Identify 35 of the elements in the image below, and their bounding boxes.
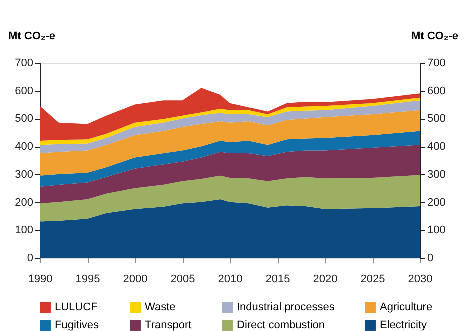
y-tick-label: 400 [15,141,34,154]
y2-tick-label: 600 [428,85,446,98]
y2-tick-label: 300 [428,168,446,181]
y2-tick-label: 400 [428,141,446,154]
x-tick-label: 1990 [28,274,53,286]
legend-label: Direct combustion [237,320,326,331]
y2-tick-label: 500 [428,113,446,126]
y-tick-label: 700 [15,58,34,70]
legend-label: Waste [145,302,176,314]
legend-label: Industrial processes [237,302,336,314]
x-tick-label: 2000 [123,274,148,286]
legend-label: LULUCF [55,302,98,314]
legend-label: Transport [145,320,192,331]
x-tick-label: 2025 [360,274,386,286]
x-tick-label: 2030 [408,274,433,286]
y2-tick-label: 700 [428,58,446,70]
legend-label: Agriculture [380,302,433,314]
y-tick-label: 0 [27,252,34,264]
legend-label: Electricity [380,320,428,331]
y-tick-label: 600 [15,85,34,98]
x-tick-label: 2015 [266,274,290,286]
y-tick-label: 300 [15,168,34,181]
y2-tick-label: 0 [428,252,434,264]
x-tick-label: 2010 [218,274,243,286]
y-tick-label: 500 [15,113,34,126]
y2-axis-title: Mt CO₂-e [411,30,458,42]
x-tick-label: 1995 [76,274,100,286]
legend-label: Fugitives [55,320,100,331]
y-tick-label: 200 [15,196,34,209]
x-tick-label: 2005 [170,274,196,286]
x-tick-label: 2020 [313,274,338,286]
y2-tick-label: 200 [428,196,446,209]
y-tick-label: 100 [15,224,34,237]
y-axis-title: Mt CO₂-e [8,30,56,42]
y2-tick-label: 100 [428,224,446,237]
